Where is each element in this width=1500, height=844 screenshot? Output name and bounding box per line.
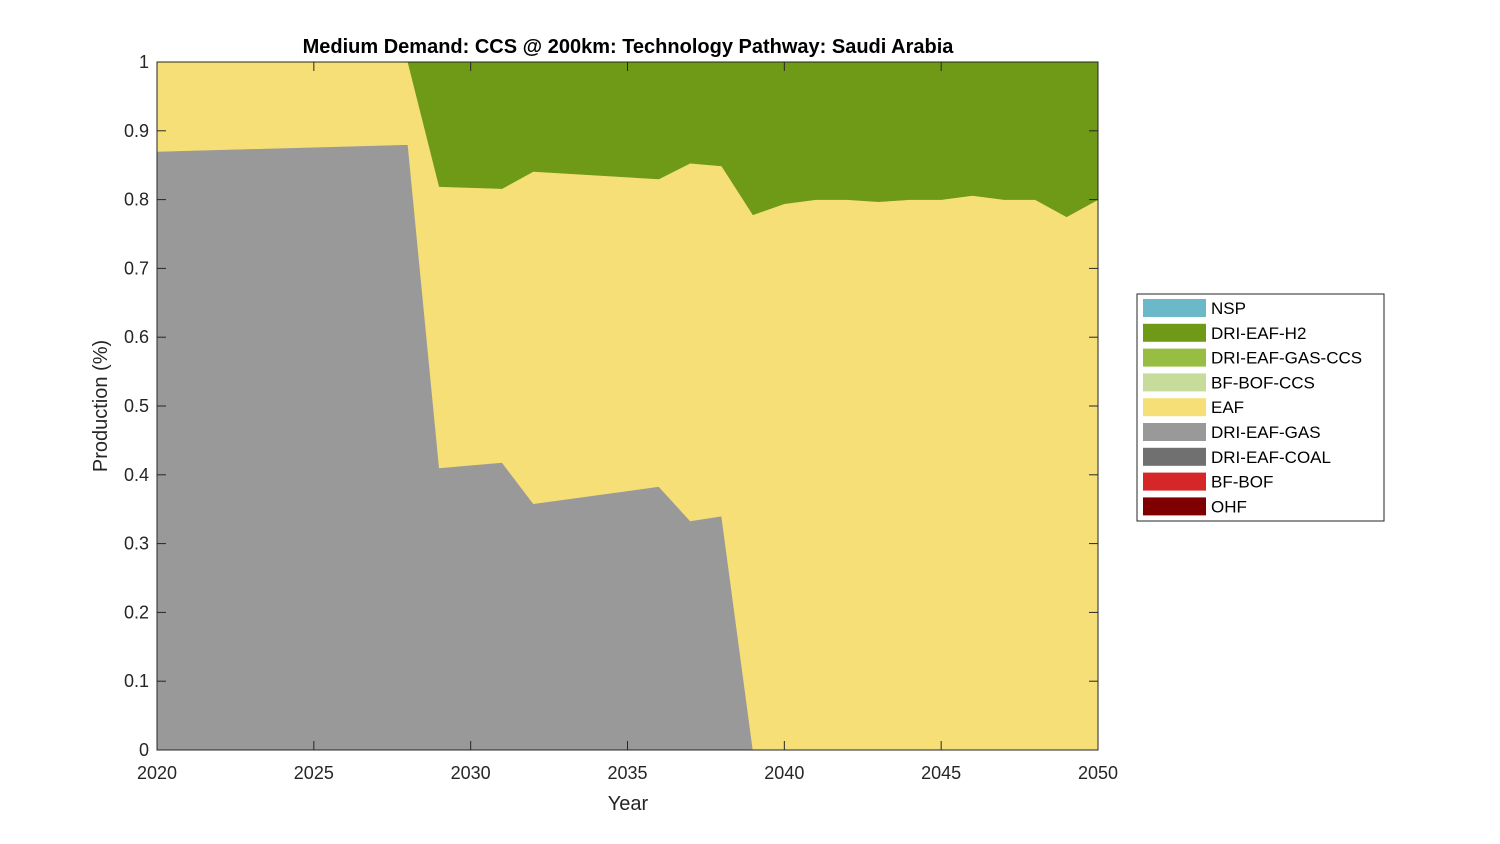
x-tick-label: 2050 (1078, 763, 1118, 783)
legend: NSP DRI-EAF-H2 DRI-EAF-GAS-CCS BF-BOF-CCS EA… (1136, 293, 1385, 522)
legend-label-dri-eaf-gas-ccs: DRI-EAF-GAS-CCS (1211, 349, 1362, 368)
x-tick-label: 2020 (137, 763, 177, 783)
legend-swatch-bf-bof-ccs (1143, 373, 1206, 392)
stacked-areas (156, 61, 1099, 751)
y-tick-label: 0 (139, 740, 149, 760)
legend-label-dri-eaf-h2: DRI-EAF-H2 (1211, 324, 1306, 343)
x-axis-title: Year (608, 793, 649, 815)
chart-title: Medium Demand: CCS @ 200km: Technology P… (303, 36, 955, 58)
legend-swatch-nsp (1143, 299, 1206, 317)
x-tick-label: 2040 (764, 763, 804, 783)
y-tick-label: 0.7 (124, 258, 149, 278)
y-axis: 0 0.1 0.2 0.3 0.4 0.5 0.6 0.7 0.8 0.9 1 (124, 52, 1098, 760)
legend-swatch-dri-eaf-gas (1143, 423, 1206, 441)
y-tick-label: 0.1 (124, 671, 149, 691)
legend-swatch-dri-eaf-gas-ccs (1143, 348, 1206, 367)
y-tick-label: 0.2 (124, 602, 149, 622)
legend-label-bf-bof: BF-BOF (1211, 473, 1273, 492)
legend-label-dri-eaf-coal: DRI-EAF-COAL (1211, 448, 1331, 467)
legend-swatch-ohf (1143, 497, 1206, 516)
y-tick-label: 0.9 (124, 121, 149, 141)
y-tick-label: 1 (139, 52, 149, 72)
y-tick-label: 0.3 (124, 534, 149, 554)
legend-label-eaf: EAF (1211, 398, 1244, 417)
legend-label-dri-eaf-gas: DRI-EAF-GAS (1211, 423, 1321, 442)
x-tick-label: 2035 (607, 763, 647, 783)
legend-label-ohf: OHF (1211, 497, 1247, 516)
y-tick-label: 0.5 (124, 396, 149, 416)
x-tick-label: 2025 (294, 763, 334, 783)
legend-label-nsp: NSP (1211, 299, 1246, 318)
x-axis: 2020 2025 2030 2035 2040 2045 2050 (137, 62, 1118, 783)
y-tick-label: 0.4 (124, 465, 149, 485)
x-tick-label: 2030 (451, 763, 491, 783)
legend-swatch-dri-eaf-coal (1143, 447, 1206, 466)
legend-swatch-eaf (1143, 398, 1206, 417)
legend-swatch-dri-eaf-h2 (1143, 323, 1206, 342)
y-tick-label: 0.6 (124, 327, 149, 347)
y-axis-title: Production (%) (90, 340, 112, 472)
y-tick-label: 0.8 (124, 190, 149, 210)
legend-label-bf-bof-ccs: BF-BOF-CCS (1211, 373, 1315, 392)
legend-swatch-bf-bof (1143, 472, 1206, 491)
x-tick-label: 2045 (921, 763, 961, 783)
